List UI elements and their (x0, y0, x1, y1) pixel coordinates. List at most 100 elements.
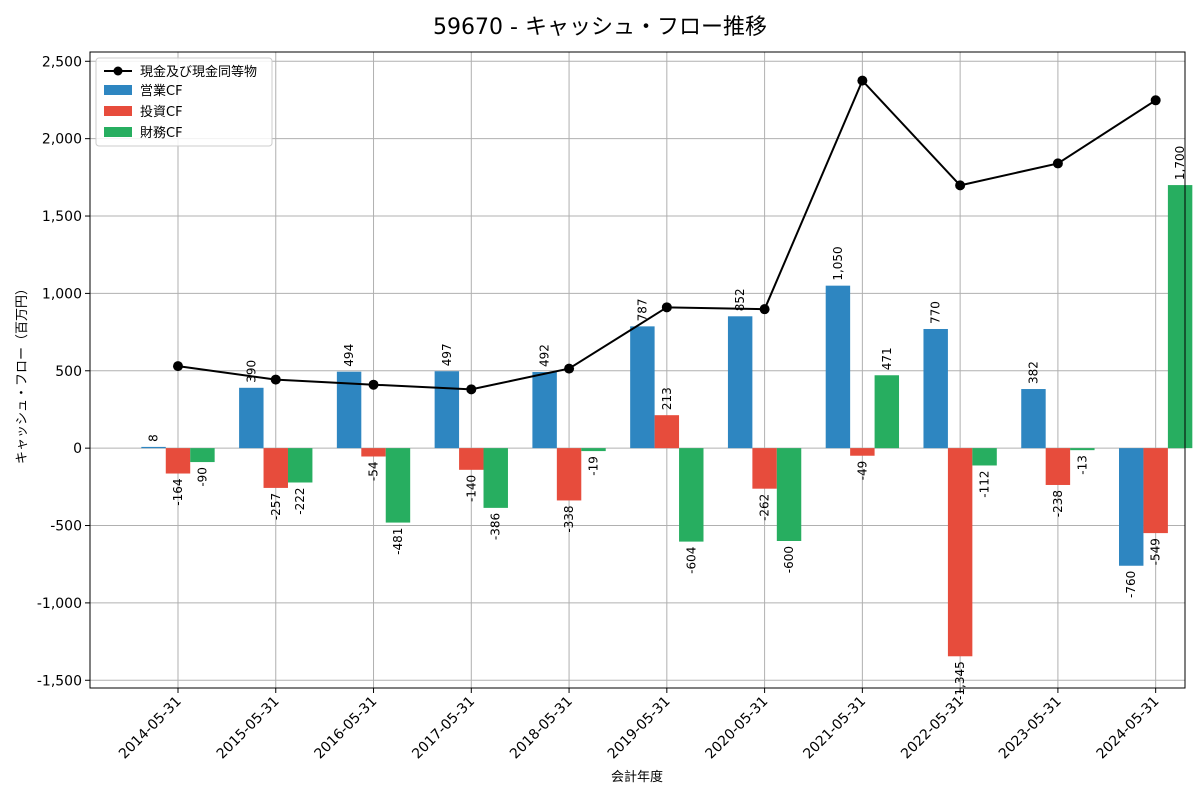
cash-point (270, 374, 281, 385)
x-tick-label: 2018-05-31 (507, 694, 576, 763)
cash-point (466, 384, 477, 395)
y-tick-label: 2,500 (42, 54, 82, 70)
x-tick-label: 2019-05-31 (605, 694, 674, 763)
bar (361, 448, 386, 457)
cash-point (857, 75, 868, 86)
data-label: -760 (1124, 571, 1138, 598)
x-tick-label: 2024-05-31 (1094, 694, 1163, 763)
chart-title: 59670 - キャッシュ・フロー推移 (433, 15, 767, 40)
cash-point (759, 304, 770, 315)
cash-point (172, 361, 183, 372)
legend-marker (113, 66, 123, 76)
data-label: -386 (489, 513, 503, 540)
legend-label-financing: 財務CF (140, 126, 183, 141)
data-label: 494 (342, 344, 356, 367)
y-tick-label: 1,000 (42, 286, 82, 302)
data-labels: 8 390 494 497 492 787 852 1,050 770 382 -760 -164 -2… (147, 146, 1188, 700)
y-tick-label: -1,000 (37, 596, 82, 612)
data-label: -19 (587, 456, 601, 476)
data-label: -604 (684, 547, 698, 574)
data-label: 1,700 (1173, 146, 1187, 180)
data-label: 213 (660, 387, 674, 410)
bar (825, 285, 851, 449)
legend-swatch-investing (104, 106, 132, 116)
y-tick-label: -1,500 (37, 673, 82, 689)
bar (727, 316, 753, 449)
bar (1143, 448, 1168, 534)
bar (972, 448, 997, 466)
bar (1167, 185, 1193, 449)
bar (752, 448, 777, 489)
data-label: -238 (1051, 490, 1065, 517)
bar (679, 448, 704, 542)
legend-box (95, 57, 273, 147)
data-label: 852 (733, 288, 747, 311)
bar (385, 448, 411, 523)
data-label: -600 (782, 546, 796, 573)
data-label: -257 (269, 493, 283, 520)
bar (1021, 389, 1046, 449)
data-label: 787 (635, 298, 649, 321)
cash-point (1052, 158, 1063, 169)
data-label: -90 (195, 467, 209, 487)
bar (1119, 448, 1144, 566)
bar (483, 448, 508, 508)
bar (630, 326, 655, 449)
bar (459, 448, 484, 470)
y-axis-label: キャッシュ・フロー（百万円） (15, 282, 30, 464)
bar (141, 446, 166, 449)
bar (287, 448, 313, 483)
data-label: 390 (244, 360, 258, 383)
bar (1070, 448, 1095, 451)
data-label: -1,345 (953, 661, 967, 700)
y-tick-label: 1,500 (42, 209, 82, 225)
plot-frame (89, 51, 1186, 689)
x-tick-label: 2015-05-31 (214, 694, 283, 763)
x-tick-label: 2023-05-31 (996, 694, 1065, 763)
data-label: -222 (293, 487, 307, 514)
data-label: -112 (978, 470, 992, 497)
legend-label-investing: 投資CF (140, 104, 183, 120)
data-label: 382 (1026, 361, 1040, 384)
data-label: -164 (171, 479, 185, 506)
cash-point (661, 302, 672, 313)
x-axis-label: 会計年度 (611, 769, 663, 785)
x-tick-label: 2017-05-31 (409, 694, 478, 763)
bar (532, 372, 557, 449)
y-tick-label: 0 (73, 441, 82, 457)
cash-point (368, 379, 379, 390)
bar (190, 448, 215, 463)
data-label: 770 (929, 301, 943, 324)
data-label: -262 (758, 494, 772, 521)
bar (434, 371, 460, 449)
y-tick-label: -500 (50, 519, 82, 535)
data-label: 1,050 (831, 246, 845, 280)
bars (141, 185, 1193, 657)
cash-point (564, 363, 575, 374)
bar (581, 448, 606, 452)
x-tick-label: 2020-05-31 (703, 694, 772, 763)
bar (654, 415, 680, 449)
data-label: -481 (391, 528, 405, 555)
bar (923, 328, 948, 449)
x-tick-label: 2016-05-31 (312, 694, 381, 763)
axes: -1,500 -1,000 -500 0 500 1,000 1,500 2,000 2,500… (37, 51, 1186, 763)
bar (165, 448, 191, 474)
data-label: -54 (367, 462, 381, 482)
bar (947, 448, 973, 657)
data-label: -338 (562, 505, 576, 532)
data-label: -140 (464, 475, 478, 502)
data-label: -49 (855, 461, 869, 481)
data-label: 492 (538, 344, 552, 367)
data-label: 8 (147, 434, 161, 442)
bar (874, 375, 900, 449)
legend-swatch-financing (104, 127, 132, 137)
x-tick-label: 2022-05-31 (898, 694, 967, 763)
bar (1045, 448, 1071, 485)
y-tick-label: 500 (55, 364, 82, 380)
x-tick-label: 2014-05-31 (116, 694, 185, 763)
bar (850, 448, 875, 456)
cash-point (955, 180, 966, 191)
cash-point (1150, 95, 1161, 106)
